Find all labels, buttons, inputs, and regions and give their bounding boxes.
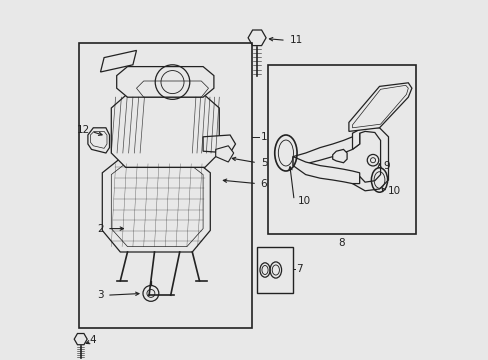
Text: 4: 4 xyxy=(89,335,96,345)
Text: 12: 12 xyxy=(77,125,90,135)
Text: 3: 3 xyxy=(97,290,103,300)
Text: 5: 5 xyxy=(260,158,267,168)
Text: 7: 7 xyxy=(295,264,302,274)
Polygon shape xyxy=(352,127,387,191)
Text: 6: 6 xyxy=(260,179,267,189)
Polygon shape xyxy=(292,157,359,184)
Text: 8: 8 xyxy=(338,238,345,248)
Text: 11: 11 xyxy=(289,35,302,45)
Polygon shape xyxy=(111,95,219,167)
Polygon shape xyxy=(101,50,136,72)
Polygon shape xyxy=(348,83,411,131)
Polygon shape xyxy=(88,128,109,153)
Polygon shape xyxy=(102,158,210,252)
Text: 10: 10 xyxy=(387,186,400,196)
Polygon shape xyxy=(332,149,346,163)
Polygon shape xyxy=(117,67,213,97)
Text: 9: 9 xyxy=(382,161,389,171)
Text: 1: 1 xyxy=(260,132,267,142)
Polygon shape xyxy=(215,146,233,162)
Text: 10: 10 xyxy=(297,195,310,206)
Polygon shape xyxy=(203,135,235,153)
Text: 2: 2 xyxy=(97,224,103,234)
Bar xyxy=(257,247,292,293)
Polygon shape xyxy=(292,133,359,166)
Bar xyxy=(267,65,415,234)
Bar xyxy=(79,43,251,328)
